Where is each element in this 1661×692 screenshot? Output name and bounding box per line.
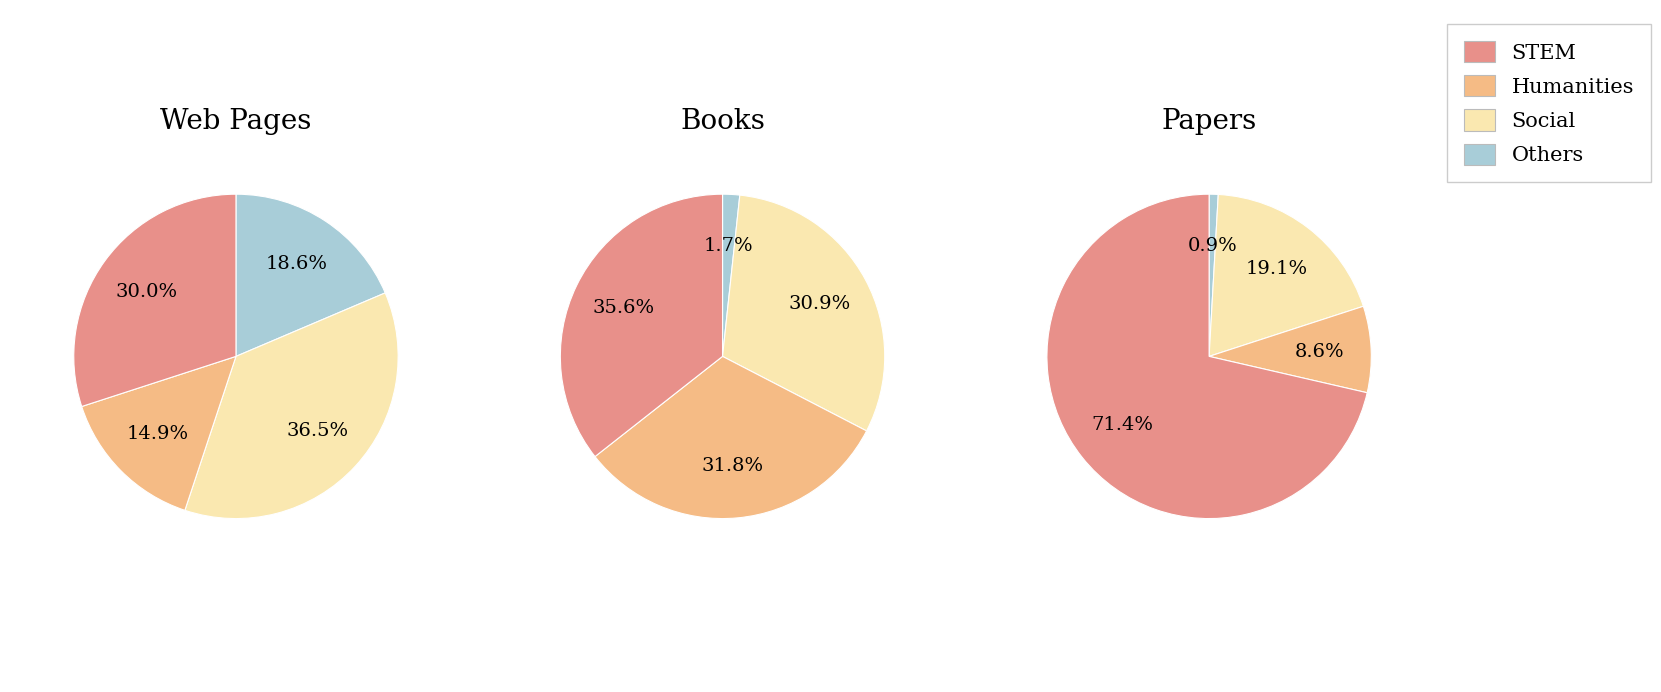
Wedge shape [81,356,236,510]
Wedge shape [723,194,739,356]
Text: 18.6%: 18.6% [266,255,327,273]
Wedge shape [1209,307,1372,393]
Title: Books: Books [679,108,766,135]
Text: 31.8%: 31.8% [703,457,764,475]
Text: 35.6%: 35.6% [593,299,654,317]
Title: Web Pages: Web Pages [159,108,312,135]
Wedge shape [595,356,867,518]
Wedge shape [184,293,399,518]
Text: 30.9%: 30.9% [789,295,850,313]
Legend: STEM, Humanities, Social, Others: STEM, Humanities, Social, Others [1447,24,1651,182]
Text: 8.6%: 8.6% [1294,343,1344,361]
Text: 14.9%: 14.9% [126,425,189,443]
Title: Papers: Papers [1161,108,1257,135]
Text: 36.5%: 36.5% [286,422,349,440]
Text: 1.7%: 1.7% [704,237,752,255]
Wedge shape [1209,194,1364,356]
Wedge shape [723,195,885,431]
Wedge shape [73,194,236,406]
Text: 30.0%: 30.0% [116,282,178,300]
Text: 19.1%: 19.1% [1246,260,1307,278]
Text: 71.4%: 71.4% [1091,416,1154,434]
Text: 0.9%: 0.9% [1188,237,1237,255]
Wedge shape [1209,194,1218,356]
Wedge shape [1046,194,1367,518]
Wedge shape [236,194,385,356]
Wedge shape [560,194,723,457]
